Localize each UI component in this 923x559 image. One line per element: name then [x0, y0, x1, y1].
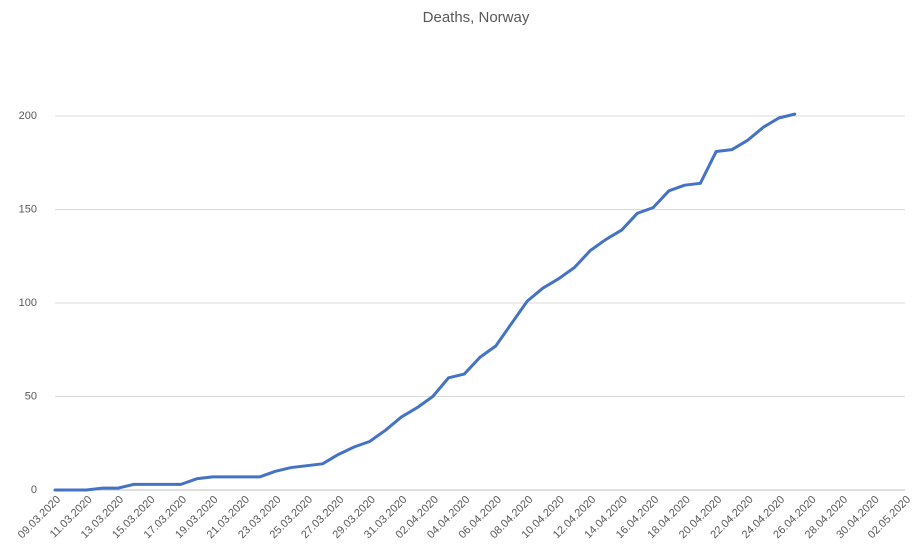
- y-tick-label: 50: [25, 390, 37, 402]
- y-tick-label: 200: [19, 110, 37, 122]
- y-tick-label: 0: [31, 484, 37, 496]
- y-tick-label: 100: [19, 297, 37, 309]
- y-tick-label: 150: [19, 203, 37, 215]
- chart-title: Deaths, Norway: [423, 9, 530, 26]
- data-line: [53, 112, 797, 492]
